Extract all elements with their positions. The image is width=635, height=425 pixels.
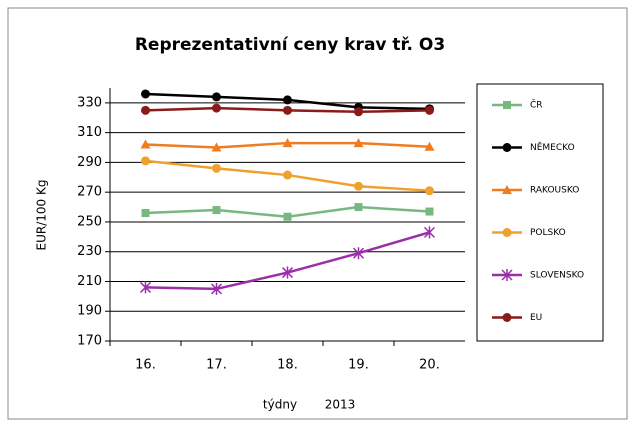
y-tick-label: 170 — [77, 334, 102, 349]
marker — [141, 156, 150, 166]
marker — [212, 92, 221, 102]
marker — [283, 105, 292, 115]
y-tick-label: 330 — [77, 95, 102, 110]
y-tick-label: 250 — [77, 214, 102, 229]
marker — [141, 89, 150, 99]
legend-label: ČR — [530, 99, 543, 111]
legend-box — [476, 83, 604, 342]
marker — [283, 95, 292, 105]
x-tick-label: 17. — [206, 358, 227, 373]
legend-label: SLOVENSKO — [530, 271, 584, 281]
marker — [281, 266, 294, 279]
marker — [282, 138, 293, 148]
marker — [141, 209, 150, 218]
marker — [425, 186, 434, 196]
y-tick-label: 310 — [77, 125, 102, 140]
marker — [140, 139, 151, 149]
x-axis-label: týdny — [263, 398, 297, 412]
marker — [211, 142, 222, 152]
y-tick-label: 270 — [77, 185, 102, 200]
x-tick-label: 16. — [135, 358, 156, 373]
marker — [354, 203, 363, 212]
legend-label: RAKOUSKO — [530, 186, 579, 196]
y-tick-label: 230 — [77, 244, 102, 259]
chart-title: Reprezentativní ceny krav tř. O3 — [135, 35, 445, 55]
marker — [354, 181, 363, 191]
marker — [501, 269, 513, 281]
marker — [502, 143, 512, 152]
marker — [352, 247, 365, 260]
marker — [354, 107, 363, 117]
marker — [502, 228, 512, 237]
x-tick-label: 18. — [277, 358, 298, 373]
y-axis-label: EUR/100 Kg — [35, 180, 49, 251]
x-axis-sublabel: 2013 — [325, 398, 356, 412]
y-tick-label: 190 — [77, 304, 102, 319]
marker — [423, 226, 436, 239]
y-tick-label: 290 — [77, 155, 102, 170]
marker — [502, 185, 512, 194]
x-tick-label: 20. — [419, 358, 440, 373]
marker — [283, 170, 292, 180]
marker — [212, 206, 221, 215]
marker — [425, 207, 434, 216]
marker — [212, 103, 221, 113]
legend-label: NĚMECKO — [530, 141, 575, 153]
x-tick-label: 19. — [348, 358, 369, 373]
marker — [141, 105, 150, 115]
legend-label: EU — [530, 313, 542, 323]
marker — [283, 212, 292, 221]
marker — [139, 281, 152, 294]
marker — [503, 101, 511, 109]
marker — [210, 282, 223, 295]
marker — [425, 105, 434, 115]
marker — [502, 313, 512, 322]
legend-label: POLSKO — [530, 228, 566, 238]
marker — [353, 138, 364, 148]
y-tick-label: 210 — [77, 274, 102, 289]
marker — [212, 163, 221, 173]
marker — [424, 141, 435, 151]
